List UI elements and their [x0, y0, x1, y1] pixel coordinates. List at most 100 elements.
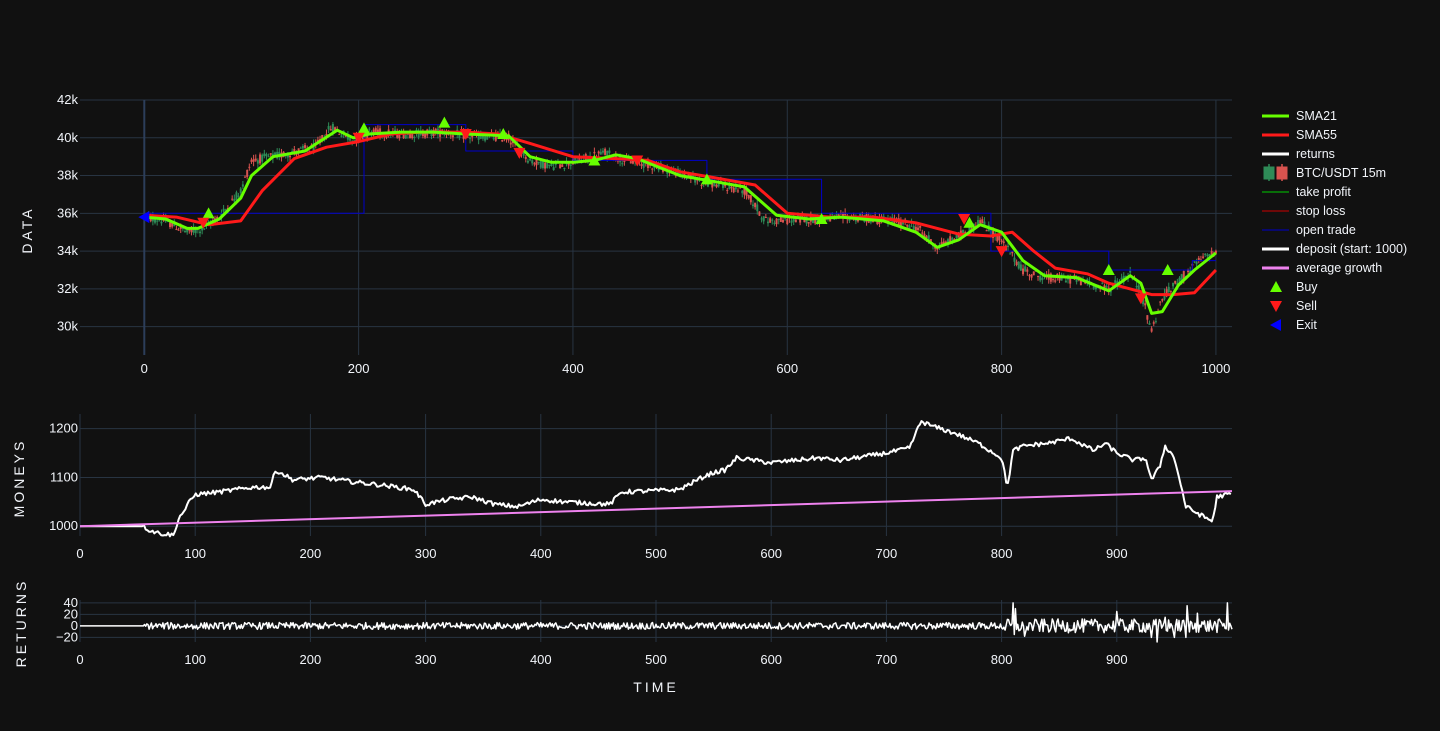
candle-body [192, 227, 195, 233]
legend-item[interactable]: take profit [1262, 185, 1351, 199]
returns-line [80, 602, 1233, 643]
legend-label: BTC/USDT 15m [1296, 166, 1386, 180]
legend-item[interactable]: BTC/USDT 15m [1263, 164, 1386, 181]
returns-y-tick: 20 [64, 606, 78, 621]
legend-item[interactable]: average growth [1262, 261, 1382, 275]
candle-body [1180, 274, 1183, 281]
legend-label: Exit [1296, 318, 1317, 332]
moneys-lines [79, 420, 1233, 538]
candle-body [899, 220, 902, 228]
candle-body [361, 137, 364, 139]
candle-body [559, 164, 562, 169]
candle-body [1129, 270, 1132, 273]
candle-body [297, 148, 300, 152]
candle-body [749, 195, 752, 203]
candle-body [481, 135, 484, 139]
candle-body [194, 229, 197, 234]
candle-body [199, 231, 202, 234]
candle-body [586, 157, 589, 161]
candle-body [372, 129, 375, 133]
moneys-y-tick: 1000 [49, 518, 78, 533]
candle-body [777, 218, 780, 221]
price-y-tick: 32k [57, 281, 78, 296]
candle-body [706, 183, 709, 187]
legend-item[interactable]: returns [1262, 147, 1335, 161]
candle-body [929, 239, 932, 243]
candle-body [743, 186, 746, 195]
legend-item[interactable]: open trade [1262, 223, 1356, 237]
candle-body [550, 162, 553, 167]
candle-body [764, 216, 767, 219]
candle-body [593, 151, 596, 154]
legend-item[interactable]: Buy [1270, 280, 1318, 294]
candle-body [269, 153, 272, 155]
candle-body [796, 215, 799, 217]
candle-body [839, 213, 842, 215]
exit-marker [138, 211, 150, 224]
candle-body [1017, 261, 1020, 269]
returns-x-tick-labels: 0 100 200 300 400 500 600 700 800 900 [76, 652, 1127, 667]
candle-body [246, 169, 249, 177]
returns-x-tick: 900 [1106, 652, 1128, 667]
sell-marker [1134, 293, 1147, 305]
legend-item[interactable]: SMA21 [1262, 109, 1337, 123]
moneys-x-tick: 700 [876, 546, 898, 561]
candle-body [623, 160, 626, 163]
price-x-tick: 0 [141, 361, 148, 376]
candle-body [775, 218, 778, 225]
candle-body [522, 150, 525, 156]
price-y-tick-labels: 30k 32k 34k 36k 38k 40k 42k [57, 92, 78, 334]
candle-body [1011, 251, 1014, 254]
price-x-tick: 600 [776, 361, 798, 376]
candle-body [252, 159, 255, 162]
candle-body [261, 154, 264, 162]
candle-body [734, 187, 737, 190]
candle-body [578, 156, 581, 162]
candle-body [962, 230, 965, 235]
candle-body [981, 219, 984, 224]
candle-body [569, 164, 572, 166]
price-y-tick: 36k [57, 205, 78, 220]
candle-body [919, 226, 922, 228]
candle-body [1144, 303, 1147, 306]
candle-body [158, 220, 161, 222]
moneys-y-tick: 1100 [50, 469, 78, 484]
buy-marker [1102, 264, 1115, 275]
candle-body [428, 129, 431, 131]
candle-body [274, 152, 277, 156]
legend-item[interactable]: Exit [1270, 318, 1317, 332]
candle-body [224, 209, 227, 211]
candle-body [651, 168, 654, 170]
candle-body [546, 163, 549, 169]
candle-body [184, 230, 187, 232]
candle-body [1079, 278, 1082, 286]
sma55-line [144, 130, 1217, 297]
candle-body [443, 133, 446, 135]
candle-body [552, 167, 555, 170]
candle-body [968, 225, 971, 232]
legend-item[interactable]: deposit (start: 1000) [1262, 242, 1407, 256]
candle-body [985, 230, 988, 232]
candle-body [1193, 261, 1196, 263]
buy-marker [700, 173, 713, 185]
legend-label: SMA21 [1296, 109, 1337, 123]
candle-body [882, 216, 885, 218]
legend-item[interactable]: SMA55 [1262, 128, 1337, 142]
candle-body [1150, 328, 1153, 332]
candle-body [786, 218, 789, 225]
candle-body [385, 136, 388, 138]
candle-body [250, 159, 253, 162]
price-y-tick: 38k [57, 168, 78, 183]
candle-body [925, 236, 928, 238]
legend-item[interactable]: stop loss [1262, 204, 1345, 218]
candle-body [726, 189, 729, 191]
candle-body [265, 154, 268, 157]
candle-body [554, 163, 557, 165]
candle-body [1146, 315, 1149, 320]
price-x-tick: 1000 [1201, 361, 1230, 376]
candle-body [794, 219, 797, 223]
legend-item[interactable]: Sell [1270, 299, 1317, 313]
candle-body [717, 183, 720, 187]
